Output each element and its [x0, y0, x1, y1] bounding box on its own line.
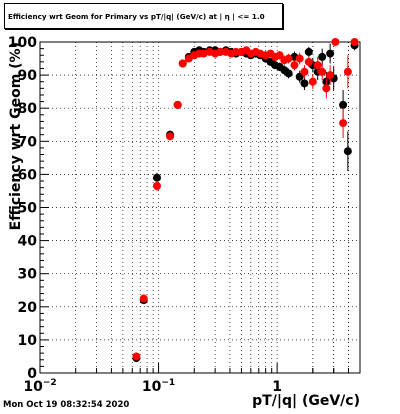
- y-axis-label: Efficiency wrt Geom (%): [8, 42, 24, 230]
- chart-title-box: Efficiency wrt Geom for Primary vs pT/|q…: [4, 3, 283, 29]
- data-point: [284, 69, 293, 78]
- data-point: [300, 67, 309, 76]
- data-point: [199, 49, 208, 58]
- data-series: [132, 38, 359, 363]
- data-point: [166, 132, 175, 141]
- data-point: [295, 54, 304, 63]
- data-point: [300, 79, 309, 88]
- data-point: [308, 77, 317, 86]
- data-point: [343, 147, 352, 156]
- x-tick-label: 10−1: [142, 378, 175, 395]
- data-point: [326, 49, 335, 58]
- data-point: [331, 38, 340, 46]
- grid-lines: [40, 42, 361, 373]
- y-tick-label: 20: [18, 300, 38, 316]
- y-tick-label: 70: [18, 134, 38, 150]
- data-point: [326, 71, 335, 80]
- data-point: [339, 100, 348, 109]
- data-point: [339, 119, 348, 128]
- data-point: [318, 67, 327, 76]
- x-axis-label: pT/|q| (GeV/c): [252, 393, 360, 409]
- data-point: [178, 59, 187, 68]
- x-tick-label: 1: [272, 379, 282, 395]
- data-point: [173, 100, 182, 109]
- data-point: [152, 173, 161, 182]
- data-point: [318, 52, 327, 61]
- data-point: [304, 57, 313, 66]
- y-tick-label: 50: [18, 201, 38, 217]
- data-point: [322, 84, 331, 93]
- data-point: [152, 181, 161, 190]
- y-tick-label: 80: [18, 101, 38, 117]
- y-tick-label: 10: [18, 333, 38, 349]
- data-point: [284, 54, 293, 63]
- data-point: [139, 294, 148, 303]
- timestamp: Mon Oct 19 08:32:54 2020: [3, 400, 130, 410]
- data-point: [216, 47, 225, 56]
- data-point: [313, 61, 322, 70]
- series-red: [132, 38, 359, 361]
- tick-labels: 0 10 20 30 40 50 60 70 80 90 100 10−2 10−1 1: [8, 35, 282, 395]
- y-tick-label: 90: [18, 68, 38, 84]
- data-point: [132, 352, 141, 361]
- y-tick-label: 40: [18, 234, 38, 250]
- chart-title: Efficiency wrt Geom for Primary vs pT/|q…: [8, 11, 265, 21]
- data-point: [343, 67, 352, 76]
- y-tick-label: 60: [18, 167, 38, 183]
- x-tick-label: 10−2: [23, 378, 56, 395]
- data-point: [350, 38, 359, 46]
- axis-ticks: [39, 41, 361, 374]
- data-point: [304, 47, 313, 56]
- y-tick-label: 0: [27, 366, 37, 382]
- data-point: [290, 61, 299, 70]
- data-point: [295, 72, 304, 81]
- y-tick-label: 100: [8, 35, 37, 51]
- y-tick-label: 30: [18, 267, 38, 283]
